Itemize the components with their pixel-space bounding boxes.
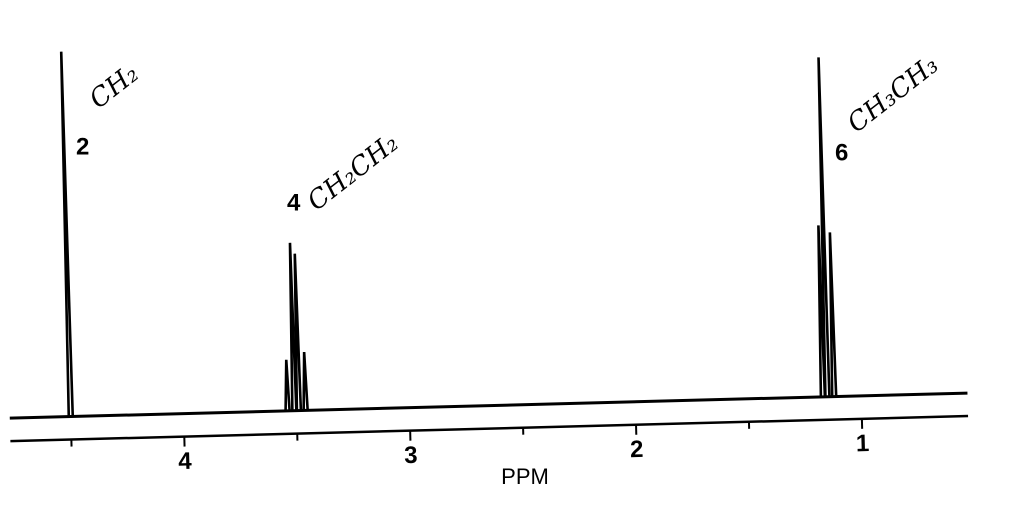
peak <box>293 253 303 411</box>
x-axis-label: PPM <box>501 464 549 489</box>
x-tick-label: 2 <box>630 436 644 463</box>
baseline <box>9 391 968 420</box>
integration-label: 4 <box>287 189 301 216</box>
peak <box>59 51 75 417</box>
plot-area: 4 3 2 1 <box>9 51 969 475</box>
x-tick-label: 4 <box>178 448 193 475</box>
integration-label: 6 <box>835 139 848 166</box>
peak <box>284 359 291 411</box>
peak <box>288 242 298 411</box>
x-axis-line <box>10 414 969 443</box>
peak <box>302 351 309 411</box>
peak <box>828 232 838 397</box>
integration-label: 2 <box>76 133 89 160</box>
peak <box>817 225 827 397</box>
x-tick-label: 3 <box>404 442 418 469</box>
x-tick-label: 1 <box>856 430 870 457</box>
peak <box>817 57 831 397</box>
